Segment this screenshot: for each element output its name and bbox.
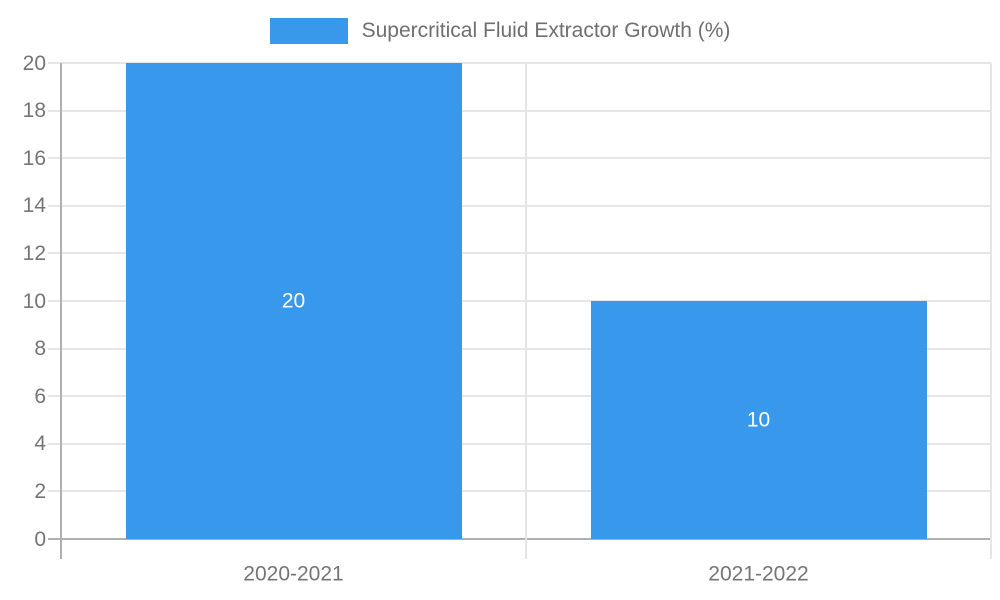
y-tick-label: 0 <box>34 527 46 551</box>
y-tick-label: 8 <box>34 337 46 361</box>
y-tick-label: 20 <box>22 51 46 75</box>
bar-value-label: 10 <box>746 408 771 432</box>
x-axis-baseline <box>48 538 991 540</box>
legend: Supercritical Fluid Extractor Growth (%) <box>0 18 1000 44</box>
gridline <box>48 62 991 64</box>
gridline <box>48 157 991 160</box>
gridline <box>48 109 991 112</box>
gridline <box>48 490 991 493</box>
gridline <box>48 395 991 398</box>
bar-2021-2022[interactable] <box>591 301 927 539</box>
gridline <box>48 442 991 445</box>
y-tick-label: 4 <box>34 432 46 456</box>
bar-value-label: 20 <box>281 289 306 313</box>
y-tick-label: 10 <box>22 289 46 313</box>
y-axis-line <box>60 63 62 559</box>
gridline <box>48 347 991 350</box>
legend-swatch[interactable] <box>269 18 348 44</box>
gridline <box>48 252 991 255</box>
y-tick-label: 2 <box>34 479 46 503</box>
y-tick-label: 6 <box>34 384 46 408</box>
x-tick-label: 2020-2021 <box>243 562 344 586</box>
gridline <box>48 204 991 207</box>
y-tick-label: 14 <box>22 194 46 218</box>
y-tick-label: 16 <box>22 146 46 170</box>
y-tick-label: 18 <box>22 99 46 123</box>
x-tick-label: 2021-2022 <box>708 562 809 586</box>
plot-right-border <box>990 63 992 559</box>
category-boundary-line <box>525 63 527 559</box>
bar-2020-2021[interactable] <box>126 63 462 539</box>
legend-label[interactable]: Supercritical Fluid Extractor Growth (%) <box>361 19 731 42</box>
y-tick-label: 12 <box>22 241 46 265</box>
gridline <box>48 300 991 302</box>
